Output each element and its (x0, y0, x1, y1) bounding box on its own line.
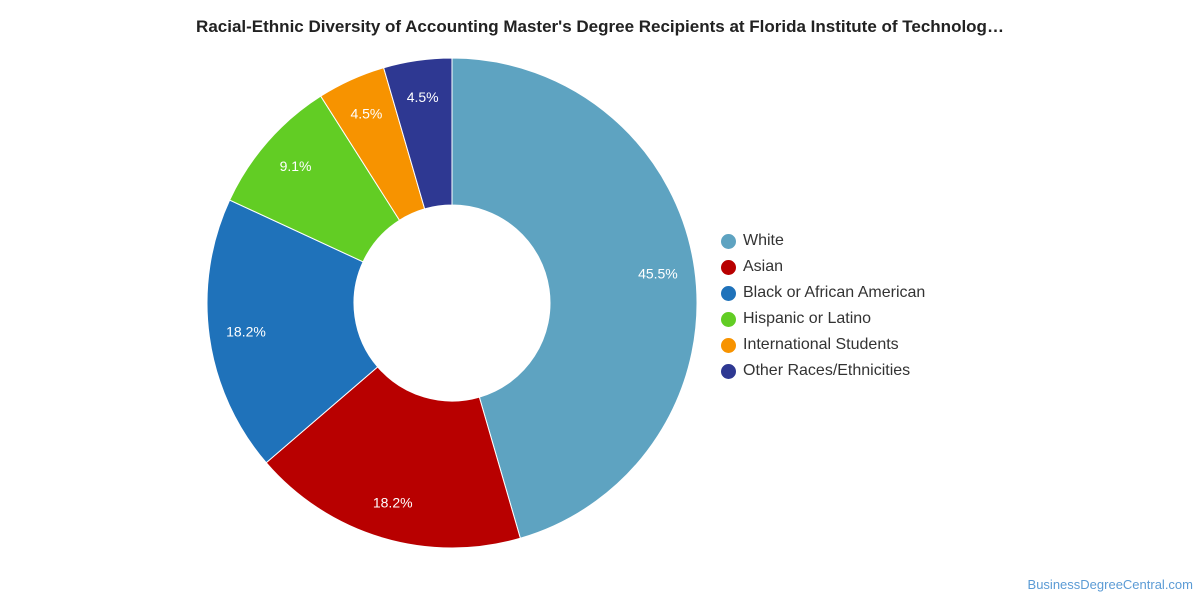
legend-swatch-icon (721, 233, 736, 249)
legend-label: International Students (743, 336, 899, 353)
legend-label: Other Races/Ethnicities (743, 362, 911, 379)
legend-item-other-races-ethnicities[interactable]: Other Races/Ethnicities (721, 358, 925, 384)
legend-item-asian[interactable]: Asian (721, 254, 925, 280)
source-credit[interactable]: BusinessDegreeCentral.com (1027, 577, 1193, 592)
slice-label-asian: 18.2% (373, 494, 413, 510)
slice-labels-group: 45.5% 18.2% 18.2% 9.1% 4.5% 4.5% (226, 89, 678, 510)
slice-white[interactable] (451, 57, 698, 539)
legend-label: Black or African American (743, 284, 926, 301)
slices-group (206, 57, 698, 549)
legend-swatch-icon (721, 311, 736, 327)
slice-black-or-african-american[interactable] (206, 199, 379, 464)
legend-swatch-icon (721, 285, 736, 301)
legend-swatch-icon (721, 259, 736, 275)
slice-label-hispanic-or-latino: 9.1% (280, 158, 312, 174)
slice-label-white: 45.5% (638, 266, 678, 282)
legend-label: Asian (743, 258, 784, 275)
slice-other-races-ethnicities[interactable] (383, 57, 453, 210)
slice-asian[interactable] (265, 366, 521, 549)
legend-item-international-students[interactable]: International Students (721, 332, 925, 358)
slice-label-international-students: 4.5% (350, 105, 382, 121)
legend-item-black-or-african-american[interactable]: Black or African American (721, 280, 925, 306)
chart-title: Racial-Ethnic Diversity of Accounting Ma… (196, 17, 1004, 36)
legend-swatch-icon (721, 337, 736, 353)
slice-label-other-races-ethnicities: 4.5% (407, 89, 439, 105)
slice-label-black-or-african-american: 18.2% (226, 324, 266, 340)
legend-item-white[interactable]: White (721, 228, 925, 254)
legend-item-hispanic-or-latino[interactable]: Hispanic or Latino (721, 306, 925, 332)
legend-swatch-icon (721, 363, 736, 379)
legend-label: White (743, 232, 784, 249)
legend-label: Hispanic or Latino (743, 310, 872, 327)
legend: White Asian Black or African American Hispa… (721, 228, 925, 384)
